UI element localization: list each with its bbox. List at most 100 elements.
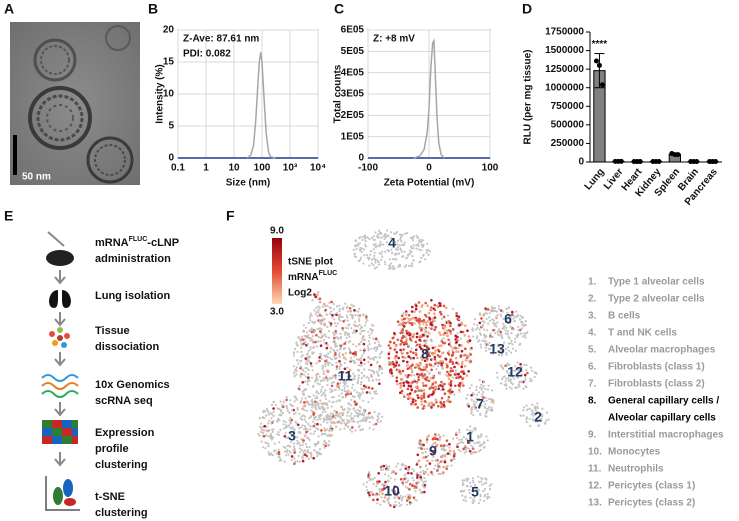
tsne-cell (353, 377, 356, 380)
tsne-cell (471, 489, 474, 492)
tsne-cell (378, 367, 381, 370)
tsne-cell (346, 422, 349, 425)
tsne-cell (477, 434, 480, 438)
tsne-cell (371, 397, 374, 400)
tsne-cell (485, 399, 488, 402)
tsne-cell (446, 464, 449, 467)
tsne-cell (323, 407, 326, 410)
tsne-cell (483, 440, 486, 444)
tsne-cell (451, 362, 455, 366)
tsne-cell (378, 480, 381, 483)
tsne-cell (362, 313, 365, 316)
annotation: PDI: 0.082 (183, 49, 231, 60)
tsne-cell (324, 333, 327, 336)
tsne-cell (418, 326, 421, 329)
tsne-cell (427, 473, 430, 476)
tsne-cell (340, 418, 343, 421)
tsne-cell (312, 341, 315, 344)
y-tick-label: 6E05 (341, 25, 365, 36)
tsne-cell (394, 500, 397, 504)
tsne-cell (297, 362, 300, 365)
tsne-cell (311, 299, 314, 302)
tsne-cell (455, 312, 458, 315)
tsne-cell (425, 249, 428, 252)
tsne-cell (358, 242, 361, 245)
tsne-cell (307, 402, 310, 405)
tsne-cell (506, 311, 509, 314)
tsne-cell (479, 333, 482, 336)
tsne-cell (470, 412, 473, 415)
tsne-cell (453, 457, 456, 460)
tsne-cell (465, 374, 469, 377)
tsne-cell (484, 387, 487, 390)
tsne-cell (424, 327, 427, 330)
tsne-cell (491, 335, 494, 339)
tsne-cell (401, 497, 404, 500)
tsne-cell (378, 382, 381, 386)
tsne-cell (470, 432, 473, 435)
tsne-cell (478, 379, 481, 382)
tsne-cell (277, 448, 280, 451)
tsne-cell (536, 420, 539, 423)
tsne-cell (357, 376, 360, 380)
tsne-cell (398, 370, 402, 373)
tsne-cell (311, 321, 314, 324)
tsne-cell (327, 329, 330, 333)
tsne-cell (478, 339, 481, 342)
tsne-cell (488, 316, 491, 319)
tsne-cell (320, 332, 323, 335)
cluster-label: 7 (476, 396, 484, 412)
tsne-cell (401, 255, 405, 258)
tsne-cell (425, 334, 428, 337)
tsne-cell (336, 414, 339, 418)
tsne-cell (359, 256, 363, 259)
tsne-cell (333, 333, 336, 337)
tsne-cell (481, 443, 484, 446)
tsne-cell (394, 493, 397, 496)
tsne-cell (380, 496, 383, 499)
tsne-cell (293, 428, 296, 431)
tsne-cell (414, 385, 418, 389)
tsne-cell (438, 355, 441, 359)
tsne-cell (323, 341, 326, 344)
tsne-cell (420, 397, 423, 400)
tsne-cell (317, 403, 320, 406)
tsne-cell (423, 400, 427, 403)
y-tick-label: 1500000 (545, 45, 584, 56)
tsne-cell (440, 338, 443, 341)
tsne-cell (354, 331, 357, 334)
tsne-cell (320, 379, 323, 382)
tsne-cell (447, 377, 451, 381)
tsne-cell (307, 368, 310, 372)
tsne-cell (329, 417, 332, 420)
tsne-cell (330, 421, 333, 424)
tsne-cell (415, 382, 418, 385)
tsne-cell (524, 320, 528, 323)
tsne-cell (298, 460, 301, 463)
tsne-cell (468, 450, 472, 453)
tsne-cell (381, 255, 384, 258)
tsne-cell (290, 427, 293, 430)
tsne-cell (313, 443, 316, 446)
tsne-cell (312, 416, 316, 419)
tsne-cell (394, 472, 398, 475)
tsne-cell (359, 419, 362, 423)
tsne-cell (414, 490, 417, 493)
tsne-cell (425, 438, 429, 441)
tsne-cell (381, 488, 385, 491)
tsne-cell (371, 379, 374, 382)
tsne-cell (312, 331, 315, 334)
tsne-cell (344, 423, 348, 427)
tsne-cell (402, 359, 405, 363)
tsne-cell (526, 371, 529, 375)
tsne-cell (339, 415, 342, 418)
tsne-cell (298, 384, 301, 387)
tsne-cell (434, 398, 438, 402)
y-tick-label: 5E05 (341, 46, 365, 57)
tsne-cell (353, 255, 357, 258)
tsne-cell (465, 397, 468, 400)
tsne-cell (359, 332, 362, 335)
tsne-cell (404, 467, 408, 470)
tsne-cell (506, 364, 509, 367)
tsne-cell (496, 321, 499, 324)
